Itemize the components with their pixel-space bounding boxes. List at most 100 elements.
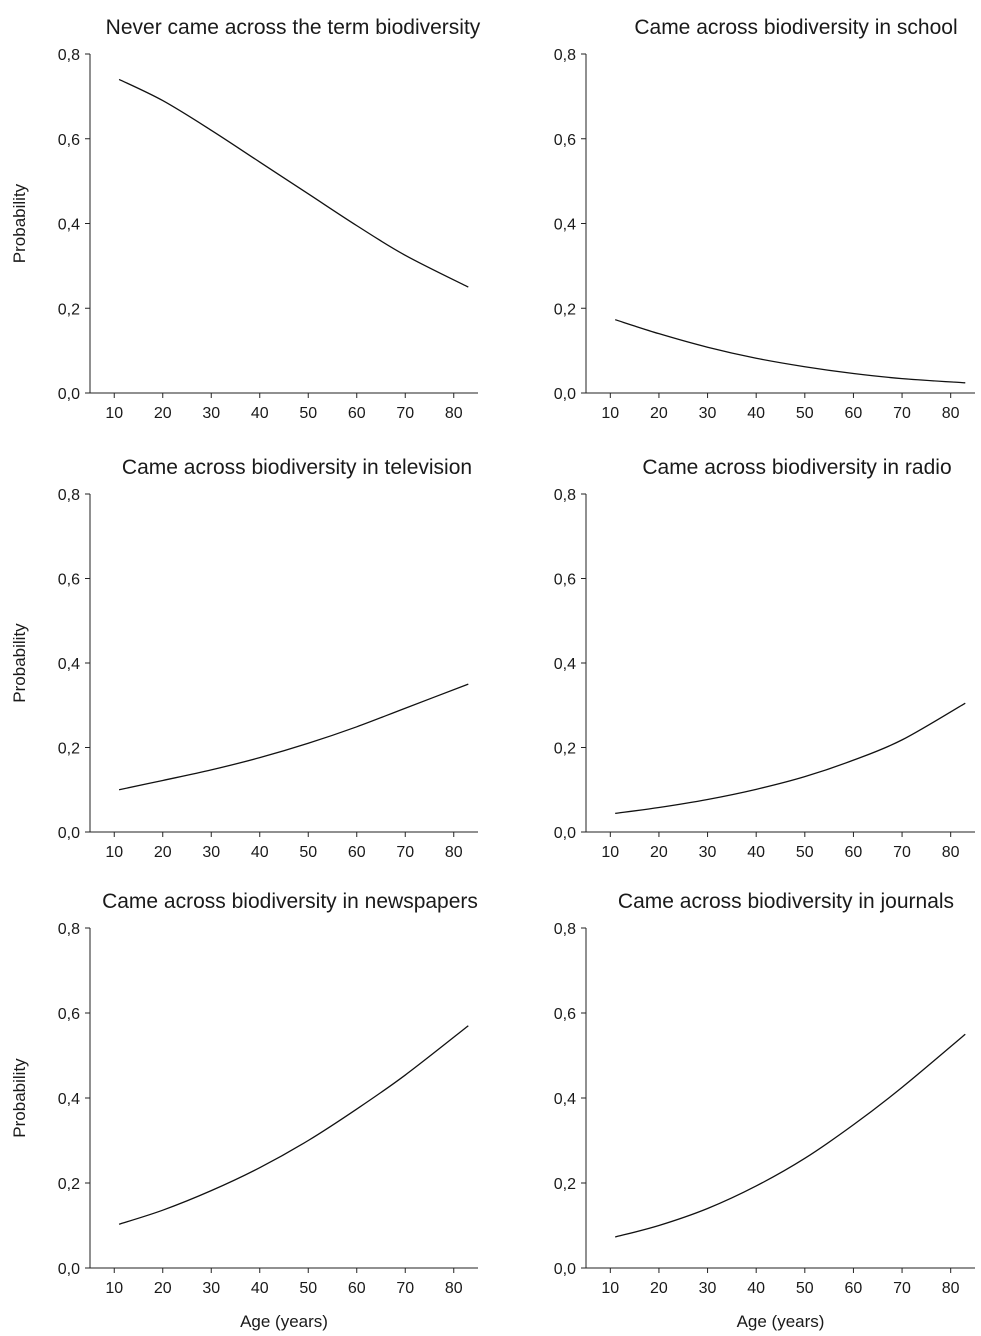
x-tick-label: 70 [396, 844, 414, 861]
x-tick-label: 40 [251, 1280, 269, 1297]
x-tick-label: 50 [299, 405, 317, 422]
chart-panel-3: Came across biodiversity in television 0,… [10, 456, 478, 861]
y-tick-label: 0,6 [554, 1006, 576, 1023]
y-tick-label: 0,0 [58, 825, 80, 842]
x-tick-label: 10 [601, 844, 619, 861]
y-tick-label: 0,2 [554, 1176, 576, 1193]
y-tick-label: 0,4 [58, 1091, 80, 1108]
y-tick-label: 0,4 [58, 217, 80, 234]
y-tick-label: 0,6 [554, 572, 576, 589]
y-tick-label: 0,0 [58, 386, 80, 403]
y-tick-label: 0,4 [554, 656, 576, 673]
x-tick-label: 40 [747, 405, 765, 422]
x-tick-label: 10 [601, 405, 619, 422]
y-tick-label: 0,0 [554, 1261, 576, 1278]
x-tick-label: 50 [796, 1280, 814, 1297]
chart-title: Came across biodiversity in journals [618, 890, 954, 913]
x-tick-label: 20 [650, 405, 668, 422]
x-tick-label: 10 [105, 405, 123, 422]
chart-panel-1: Never came across the term biodiversity 0… [10, 16, 481, 422]
y-tick-label: 0,4 [58, 656, 80, 673]
x-tick-label: 80 [445, 844, 463, 861]
x-tick-label: 50 [299, 844, 317, 861]
x-tick-label: 70 [396, 405, 414, 422]
y-tick-label: 0,8 [58, 487, 80, 504]
chart-panel-6: Came across biodiversity in journals 0,0 0… [554, 890, 975, 1331]
y-tick-label: 0,8 [554, 47, 576, 64]
x-tick-label: 30 [699, 405, 717, 422]
y-tick-label: 0,8 [554, 921, 576, 938]
x-tick-label: 20 [154, 405, 172, 422]
x-tick-label: 80 [942, 405, 960, 422]
x-tick-label: 60 [845, 844, 863, 861]
x-tick-label: 10 [105, 1280, 123, 1297]
chart-panel-2: Came across biodiversity in school 0,0 0,2… [554, 16, 975, 422]
x-tick-label: 30 [202, 1280, 220, 1297]
x-tick-label: 70 [396, 1280, 414, 1297]
series-line-1 [614, 319, 966, 384]
y-tick-label: 0,6 [58, 1006, 80, 1023]
x-tick-label: 50 [796, 844, 814, 861]
x-tick-label: 80 [942, 1280, 960, 1297]
y-tick-label: 0,0 [554, 386, 576, 403]
x-tick-label: 20 [650, 1280, 668, 1297]
x-tick-label: 40 [251, 405, 269, 422]
x-tick-label: 80 [445, 405, 463, 422]
chart-panel-5: Came across biodiversity in newspapers 0,… [10, 890, 478, 1331]
y-tick-label: 0,0 [554, 825, 576, 842]
y-tick-label: 0,2 [554, 301, 576, 318]
x-tick-label: 60 [845, 1280, 863, 1297]
y-tick-label: 0,6 [554, 132, 576, 149]
series-line-1 [615, 702, 966, 815]
x-tick-label: 40 [747, 1280, 765, 1297]
x-tick-label: 80 [445, 1280, 463, 1297]
x-tick-label: 30 [699, 1280, 717, 1297]
y-axis-label: Probability [10, 623, 29, 703]
y-tick-label: 0,8 [58, 921, 80, 938]
x-tick-label: 70 [893, 405, 911, 422]
y-tick-label: 0,2 [554, 741, 576, 758]
series-line-1 [118, 1025, 469, 1225]
x-tick-label: 30 [202, 405, 220, 422]
chart-title: Came across biodiversity in school [634, 16, 957, 39]
y-tick-label: 0,0 [58, 1261, 80, 1278]
x-tick-label: 30 [202, 844, 220, 861]
x-tick-label: 20 [154, 844, 172, 861]
x-tick-label: 60 [348, 1280, 366, 1297]
x-tick-label: 10 [601, 1280, 619, 1297]
chart-title: Came across biodiversity in newspapers [102, 890, 478, 913]
series-line-1 [118, 683, 469, 791]
y-axis-label: Probability [10, 1058, 29, 1138]
x-tick-label: 70 [893, 844, 911, 861]
y-tick-label: 0,8 [58, 47, 80, 64]
x-axis-label: Age (years) [240, 1312, 328, 1331]
series-line-1 [118, 78, 469, 288]
y-tick-label: 0,6 [58, 132, 80, 149]
chart-title: Came across biodiversity in television [122, 456, 472, 479]
y-tick-label: 0,2 [58, 741, 80, 758]
chart-title: Never came across the term biodiversity [106, 16, 481, 39]
x-tick-label: 60 [348, 405, 366, 422]
y-tick-label: 0,2 [58, 301, 80, 318]
series-line-1 [615, 1033, 966, 1238]
x-tick-label: 30 [699, 844, 717, 861]
x-axis-label: Age (years) [737, 1312, 825, 1331]
y-tick-label: 0,4 [554, 1091, 576, 1108]
x-tick-label: 20 [650, 844, 668, 861]
x-tick-label: 60 [348, 844, 366, 861]
x-tick-label: 40 [251, 844, 269, 861]
x-tick-label: 50 [299, 1280, 317, 1297]
x-tick-label: 20 [154, 1280, 172, 1297]
y-axis-label: Probability [10, 183, 29, 263]
chart-title: Came across biodiversity in radio [642, 456, 951, 479]
y-tick-label: 0,4 [554, 217, 576, 234]
y-tick-label: 0,8 [554, 487, 576, 504]
chart-panel-4: Came across biodiversity in radio 0,0 0,2 0… [554, 456, 975, 861]
x-tick-label: 60 [845, 405, 863, 422]
y-tick-label: 0,2 [58, 1176, 80, 1193]
x-tick-label: 10 [105, 844, 123, 861]
x-tick-label: 70 [893, 1280, 911, 1297]
x-tick-label: 50 [796, 405, 814, 422]
x-tick-label: 80 [942, 844, 960, 861]
